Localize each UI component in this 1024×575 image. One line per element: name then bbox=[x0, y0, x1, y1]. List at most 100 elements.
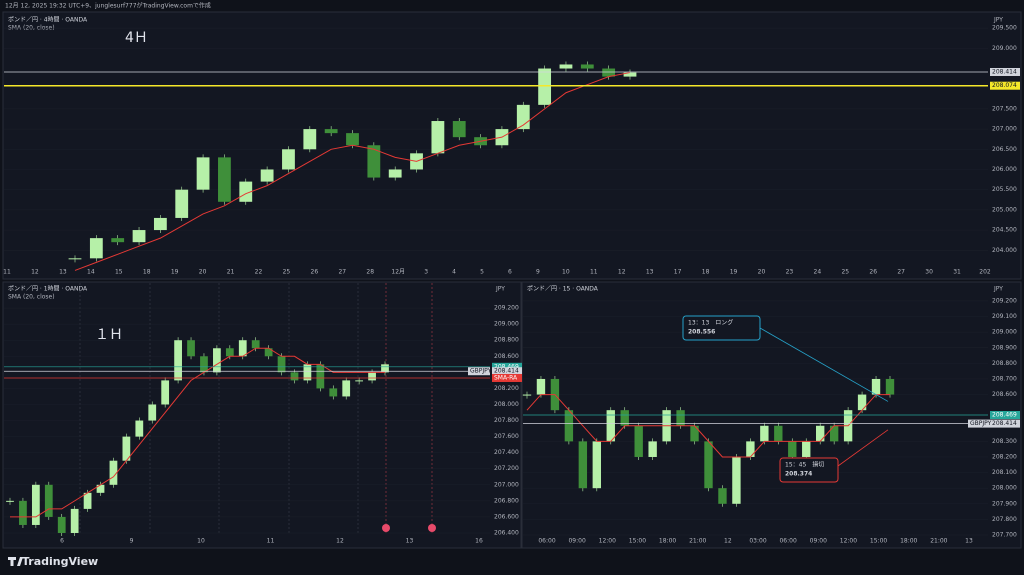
y-tick-label: 206.800 bbox=[494, 497, 519, 504]
x-tick-label: 11 bbox=[267, 538, 275, 545]
y-tick-label: 205.000 bbox=[992, 206, 1017, 213]
annotation-price: 208.374 bbox=[785, 471, 812, 478]
y-tick-label: 208.900 bbox=[992, 344, 1017, 351]
x-tick-label: 13 bbox=[646, 269, 654, 276]
candle bbox=[452, 121, 466, 138]
candle bbox=[388, 169, 402, 178]
x-tick-label: 15:00 bbox=[629, 538, 646, 545]
candle bbox=[788, 441, 797, 457]
y-tick-label: 209.000 bbox=[992, 329, 1017, 336]
x-tick-label: 12 bbox=[336, 538, 344, 545]
candle bbox=[829, 425, 839, 442]
candle bbox=[68, 258, 82, 260]
price-tag bbox=[492, 362, 522, 371]
y-tick-label: 208.800 bbox=[494, 337, 519, 344]
candle bbox=[592, 441, 601, 489]
annotation-text: 15：45 損切 bbox=[785, 461, 824, 469]
candle bbox=[96, 484, 105, 493]
timeframe-label: 4Ｈ bbox=[125, 30, 148, 46]
x-tick-label: 20 bbox=[758, 269, 766, 276]
candle bbox=[225, 348, 234, 357]
x-tick-label: 12 bbox=[31, 269, 39, 276]
logo-text: TradingView bbox=[22, 555, 98, 568]
x-tick-label: 12月 bbox=[391, 269, 405, 276]
panel-frame bbox=[2, 281, 522, 549]
x-tick-label: 4 bbox=[452, 269, 456, 276]
y-tick-label: 207.200 bbox=[494, 465, 519, 472]
x-tick-label: 21:00 bbox=[689, 538, 706, 545]
x-tick-label: 25 bbox=[283, 269, 291, 276]
candle bbox=[200, 356, 208, 373]
x-tick-label: 20 bbox=[199, 269, 207, 276]
candle bbox=[109, 460, 118, 485]
candle bbox=[324, 129, 338, 134]
candle bbox=[89, 238, 103, 259]
x-tick-label: 18 bbox=[143, 269, 151, 276]
y-tick-label: 207.700 bbox=[992, 532, 1017, 539]
event-icon[interactable] bbox=[382, 524, 390, 532]
candle bbox=[718, 488, 727, 504]
candle bbox=[153, 217, 167, 231]
symbol-tag-label: GBPJPY bbox=[970, 420, 992, 427]
candle bbox=[187, 340, 195, 357]
panel-frame bbox=[2, 11, 1022, 280]
x-tick-label: 9 bbox=[536, 269, 540, 276]
candle bbox=[277, 356, 286, 373]
x-tick-label: 22 bbox=[255, 269, 263, 276]
candle bbox=[175, 189, 189, 218]
logo[interactable]: TradingView bbox=[8, 555, 98, 568]
candle bbox=[213, 348, 221, 373]
symbol-tag bbox=[468, 367, 490, 376]
x-tick-label: 9 bbox=[130, 538, 134, 545]
candle bbox=[6, 500, 14, 502]
x-tick-label: 12:00 bbox=[840, 538, 857, 545]
candle bbox=[536, 378, 546, 395]
candle bbox=[431, 121, 445, 154]
x-tick-label: 23 bbox=[786, 269, 794, 276]
candle bbox=[648, 441, 657, 457]
candle bbox=[367, 145, 381, 178]
y-tick-label: 207.600 bbox=[494, 433, 519, 440]
y-tick-label: 209.000 bbox=[494, 321, 519, 328]
candle bbox=[342, 380, 351, 397]
y-tick-label: 208.200 bbox=[494, 385, 519, 392]
x-tick-label: 27 bbox=[897, 269, 905, 276]
x-tick-label: 09:00 bbox=[568, 538, 585, 545]
x-tick-label: 12:00 bbox=[599, 538, 616, 545]
y-tick-label: 204.000 bbox=[992, 247, 1017, 254]
candle bbox=[760, 425, 769, 442]
x-tick-label: 21:00 bbox=[930, 538, 947, 545]
candle bbox=[620, 410, 629, 426]
candle bbox=[381, 364, 389, 373]
y-tick-label: 206.600 bbox=[494, 513, 519, 520]
candle bbox=[690, 425, 699, 442]
x-tick-label: 21 bbox=[227, 269, 235, 276]
y-tick-label: 208.800 bbox=[992, 360, 1017, 367]
candle bbox=[161, 380, 170, 405]
candle bbox=[606, 410, 615, 442]
x-tick-label: 13 bbox=[965, 538, 973, 545]
price-tag bbox=[492, 373, 522, 382]
y-tick-label: 207.400 bbox=[494, 449, 519, 456]
candle bbox=[260, 169, 274, 182]
x-tick-label: 30 bbox=[925, 269, 933, 276]
x-tick-label: 26 bbox=[869, 269, 877, 276]
candle bbox=[290, 372, 299, 381]
caption: 12月 12, 2025 19:32 UTC+9、junglesurf777がT… bbox=[5, 2, 211, 10]
x-tick-label: 06:00 bbox=[779, 538, 796, 545]
y-tick-label: 207.500 bbox=[992, 105, 1017, 112]
y-tick-label: 208.000 bbox=[992, 485, 1017, 492]
candle bbox=[634, 425, 643, 457]
y-tick-label: 209.200 bbox=[494, 305, 519, 312]
annotation-box bbox=[682, 315, 761, 341]
event-icon[interactable] bbox=[428, 524, 436, 532]
candle bbox=[885, 378, 895, 395]
candle bbox=[802, 441, 811, 457]
x-tick-label: 11 bbox=[3, 269, 11, 276]
candle bbox=[264, 348, 273, 357]
annotation-leader bbox=[759, 327, 889, 402]
panel-title: ポンド／円 · 1時間 · OANDA bbox=[8, 285, 88, 293]
candle bbox=[329, 388, 338, 397]
price-tag-label: 208.414 bbox=[494, 368, 519, 375]
logo-icon bbox=[8, 557, 23, 566]
